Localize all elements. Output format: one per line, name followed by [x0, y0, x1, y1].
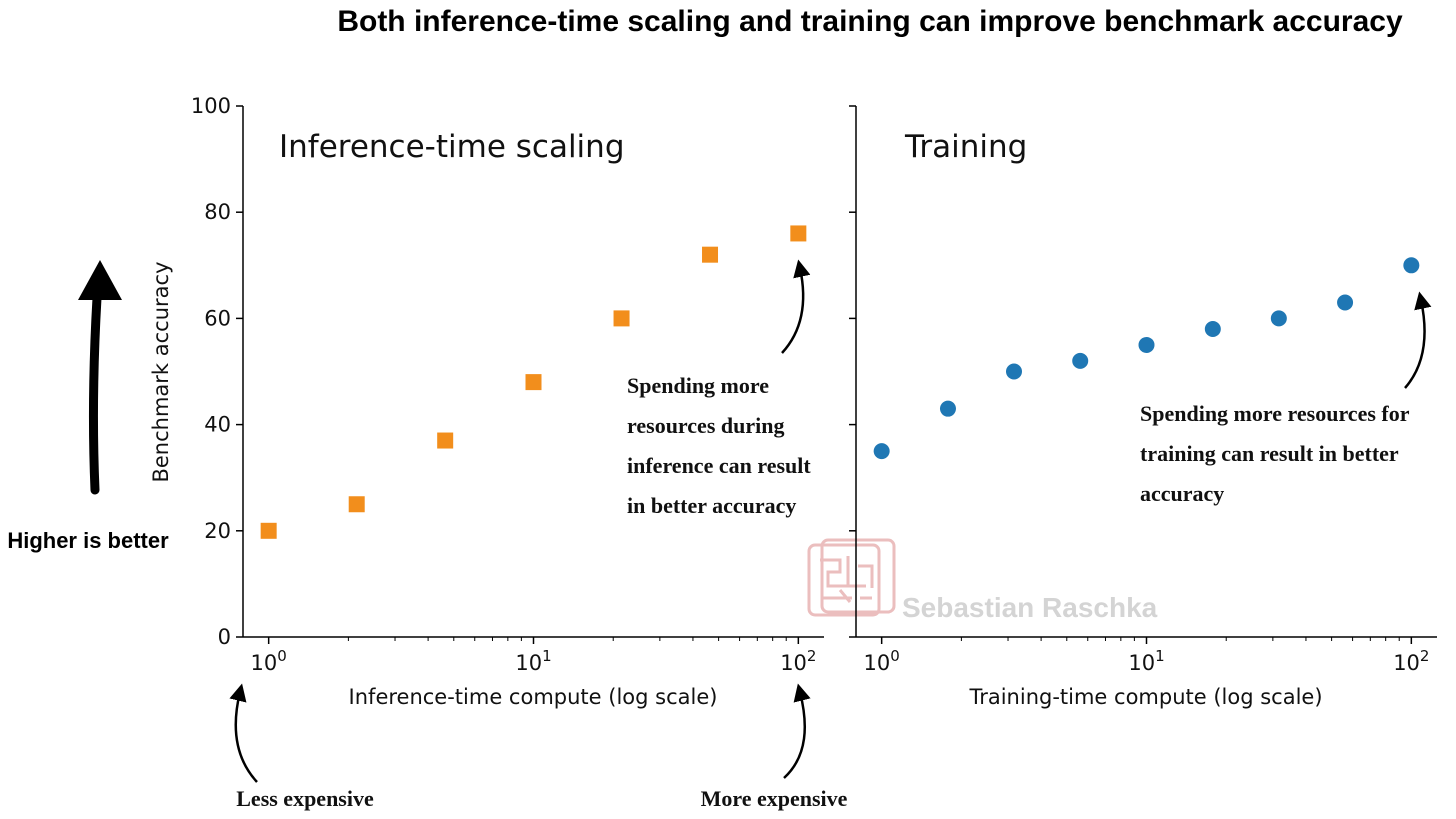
figure-title: Both inference-time scaling and training…	[337, 5, 1403, 38]
inference-chart: 0 20 40 60 80 100 100 101 102 Inference-time sc…	[149, 94, 824, 709]
training-annotation: Spending more resources for training can…	[1140, 401, 1415, 506]
inference-point	[613, 310, 630, 327]
watermark-text: Sebastian Raschka	[902, 592, 1158, 623]
training-panel-title: Training	[904, 129, 1027, 165]
training-point	[939, 400, 956, 417]
watermark-seal-icon	[807, 538, 896, 617]
inference-point	[348, 496, 365, 513]
inference-point	[525, 374, 542, 391]
inference-x-axis-label: Inference-time compute (log scale)	[349, 685, 718, 709]
training-point	[1204, 321, 1221, 338]
inference-annotation-arrow-icon	[781, 259, 811, 354]
inference-point	[702, 246, 719, 263]
x-tick-label: 101	[1128, 647, 1164, 675]
inference-data-points	[260, 225, 807, 539]
y-tick-label: 20	[204, 519, 231, 543]
training-point	[1337, 294, 1354, 311]
training-point	[1270, 310, 1287, 327]
inference-point	[437, 432, 454, 449]
more-expensive-label: More expensive	[701, 786, 848, 811]
inference-point	[260, 522, 277, 539]
more-expensive-arrow-icon	[783, 683, 811, 779]
x-tick-label: 100	[864, 647, 900, 675]
inference-point	[790, 225, 807, 242]
x-tick-label: 100	[251, 647, 287, 675]
x-tick-label: 102	[780, 647, 816, 675]
x-axis-ticks: 100 101 102	[251, 637, 816, 675]
less-expensive-label: Less expensive	[236, 786, 374, 811]
higher-is-better-arrow-icon	[78, 260, 122, 495]
x-tick-label: 102	[1393, 647, 1429, 675]
training-point	[1138, 336, 1155, 353]
training-chart: 100 101 102 Training Training-time compute…	[849, 105, 1437, 709]
training-point	[1403, 257, 1420, 274]
y-axis-label: Benchmark accuracy	[149, 261, 173, 482]
y-tick-label: 40	[204, 413, 231, 437]
training-point	[1072, 352, 1089, 369]
inference-panel-title: Inference-time scaling	[279, 129, 625, 165]
less-expensive-arrow-icon	[229, 683, 258, 783]
watermark: Sebastian Raschka	[807, 538, 1158, 623]
y-tick-label: 100	[191, 94, 231, 118]
training-point	[873, 443, 890, 460]
y-tick-label: 80	[204, 200, 231, 224]
training-data-points	[873, 257, 1420, 460]
y-axis-ticks	[849, 105, 856, 638]
x-axis-ticks: 100 101 102	[864, 637, 1429, 675]
inference-annotation: Spending more resources during inference…	[627, 373, 816, 518]
training-x-axis-label: Training-time compute (log scale)	[968, 685, 1322, 709]
y-tick-label: 0	[218, 625, 231, 649]
x-tick-label: 101	[515, 647, 551, 675]
higher-is-better-label: Higher is better	[7, 528, 169, 553]
training-point	[1005, 363, 1022, 380]
y-axis-ticks: 0 20 40 60 80 100	[191, 94, 243, 649]
training-annotation-arrow-icon	[1404, 291, 1432, 389]
y-tick-label: 60	[204, 306, 231, 330]
